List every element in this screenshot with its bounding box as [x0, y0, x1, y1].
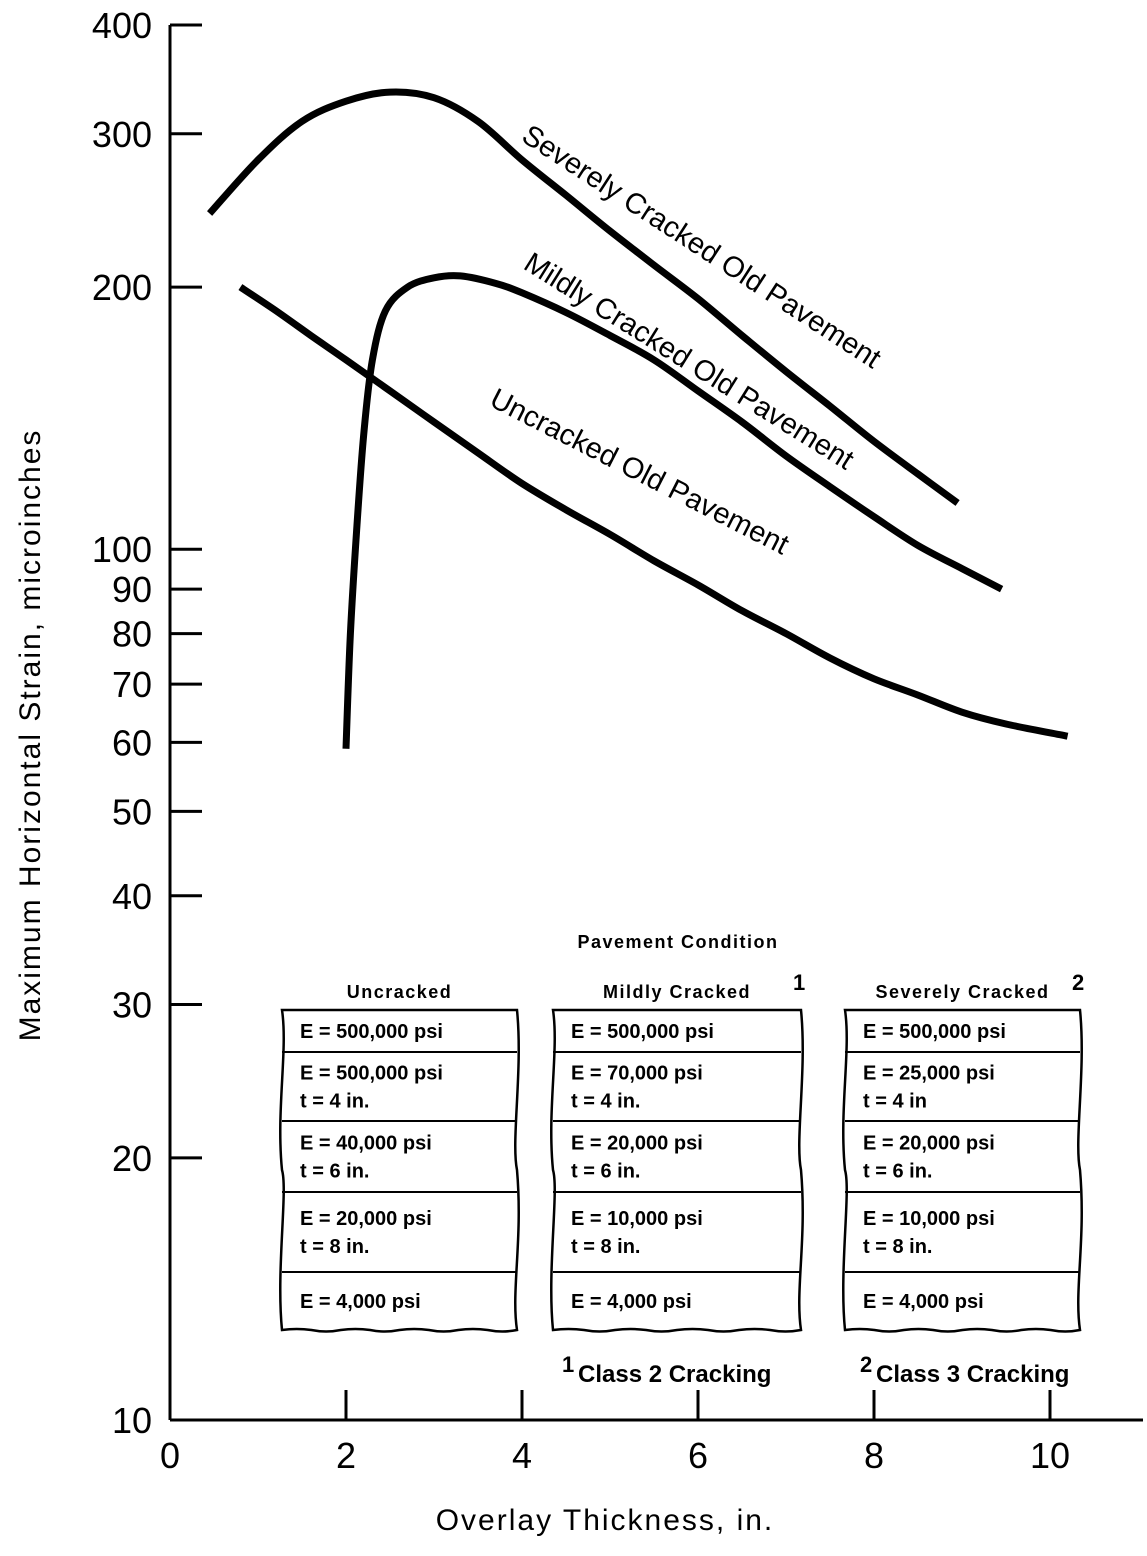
inset-layer-text: t = 8 in.	[571, 1236, 640, 1258]
inset-layer-text: E = 500,000 psi	[863, 1021, 1006, 1043]
footnote-marker: 1	[562, 1352, 574, 1377]
inset-column-heading: Severely Cracked	[875, 982, 1049, 1002]
inset-heading-footnote-marker: 2	[1072, 970, 1084, 995]
x-tick-label: 6	[688, 1435, 708, 1476]
inset-layer-text: E = 4,000 psi	[863, 1291, 984, 1313]
series-mildly-cracked-old-pavement	[342, 272, 1004, 749]
y-tick-label: 300	[92, 114, 152, 155]
y-tick-label: 400	[92, 5, 152, 46]
y-tick-label: 40	[112, 876, 152, 917]
inset-layer-text: E = 40,000 psi	[300, 1133, 432, 1155]
inset-layer-text: t = 4 in.	[571, 1091, 640, 1113]
inset-column-severely-cracked: Severely Cracked 2 E = 500,000 psi E = 25,0…	[842, 970, 1084, 1333]
x-tick-label: 2	[336, 1435, 356, 1476]
y-tick-label: 200	[92, 267, 152, 308]
x-axis-title: Overlay Thickness, in.	[436, 1504, 775, 1537]
inset-layer-text: E = 25,000 psi	[863, 1063, 995, 1085]
pavement-condition-inset: Uncracked E = 500,000 psi E = 500,000 psi t…	[279, 970, 1084, 1388]
y-tick-label: 50	[112, 791, 152, 832]
inset-layer-text: E = 500,000 psi	[300, 1021, 443, 1043]
y-tick-label: 20	[112, 1138, 152, 1179]
series-severely-cracked-old-pavement	[206, 88, 960, 506]
footnote-text: Class 3 Cracking	[876, 1361, 1069, 1388]
severe-curve-label: Severely Cracked Old Pavement	[516, 119, 886, 375]
y-tick-label: 30	[112, 985, 152, 1026]
inset-column-heading: Uncracked	[347, 982, 453, 1002]
x-tick-label: 10	[1030, 1435, 1070, 1476]
inset-layer-text: E = 10,000 psi	[863, 1208, 995, 1230]
footnote-marker: 2	[860, 1352, 872, 1377]
inset-column-uncracked: Uncracked E = 500,000 psi E = 500,000 psi t…	[279, 982, 520, 1333]
y-tick-label: 70	[112, 664, 152, 705]
footnote-text: Class 2 Cracking	[578, 1361, 771, 1388]
y-axis-title: Maximum Horizontal Strain, microinches	[14, 429, 47, 1042]
inset-layer-text: E = 10,000 psi	[571, 1208, 703, 1230]
inset-layer-text: E = 4,000 psi	[300, 1291, 421, 1313]
y-tick-label: 80	[112, 614, 152, 655]
inset-layer-text: E = 20,000 psi	[571, 1133, 703, 1155]
inset-layer-text: t = 8 in.	[300, 1236, 369, 1258]
x-tick-label: 0	[160, 1435, 180, 1476]
y-tick-label: 60	[112, 722, 152, 763]
x-axis-ticks: 0 2 4 6 8 10	[160, 1390, 1070, 1476]
y-tick-label: 100	[92, 529, 152, 570]
inset-column-mildly-cracked: Mildly Cracked 1 E = 500,000 psi E = 70,000…	[550, 970, 805, 1333]
inset-layer-text: E = 4,000 psi	[571, 1291, 692, 1313]
inset-title: Pavement Condition	[577, 932, 778, 952]
inset-column-outline	[279, 1008, 520, 1333]
axes	[168, 25, 1143, 1422]
inset-layer-text: t = 6 in.	[863, 1161, 932, 1183]
inset-layer-text: E = 500,000 psi	[300, 1063, 443, 1085]
y-tick-label: 10	[112, 1400, 152, 1441]
inset-layer-text: t = 8 in.	[863, 1236, 932, 1258]
inset-heading-footnote-marker: 1	[793, 970, 805, 995]
inset-layer-text: E = 70,000 psi	[571, 1063, 703, 1085]
y-tick-label: 90	[112, 569, 152, 610]
inset-column-outline	[842, 1008, 1083, 1333]
inset-layer-text: t = 6 in.	[571, 1161, 640, 1183]
inset-layer-text: E = 500,000 psi	[571, 1021, 714, 1043]
series-uncracked-old-pavement	[238, 284, 1069, 740]
inset-layer-text: E = 20,000 psi	[300, 1208, 432, 1230]
x-tick-label: 8	[864, 1435, 884, 1476]
inset-layer-text: E = 20,000 psi	[863, 1133, 995, 1155]
curves	[206, 88, 1069, 749]
inset-layer-text: t = 4 in.	[300, 1091, 369, 1113]
x-tick-label: 4	[512, 1435, 532, 1476]
inset-layer-text: t = 4 in	[863, 1091, 927, 1113]
inset-column-outline	[550, 1008, 804, 1333]
inset-column-heading: Mildly Cracked	[603, 982, 751, 1002]
inset-layer-text: t = 6 in.	[300, 1161, 369, 1183]
